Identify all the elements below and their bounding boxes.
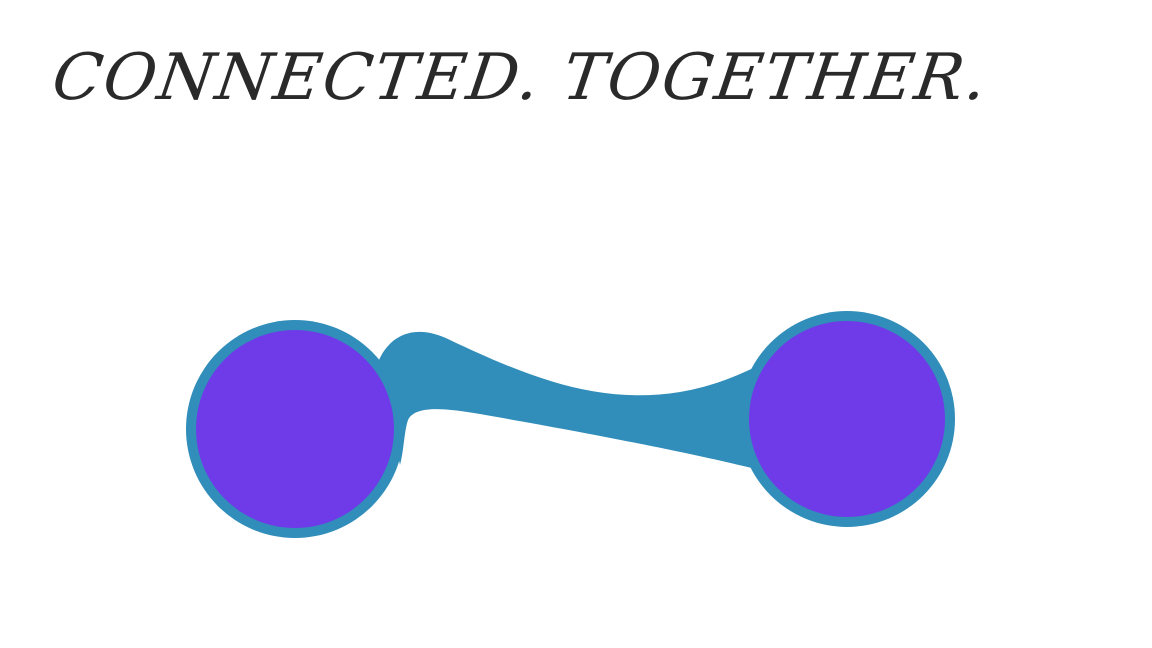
connecting-band <box>378 331 770 470</box>
right-node <box>749 321 945 517</box>
left-node <box>196 330 394 528</box>
